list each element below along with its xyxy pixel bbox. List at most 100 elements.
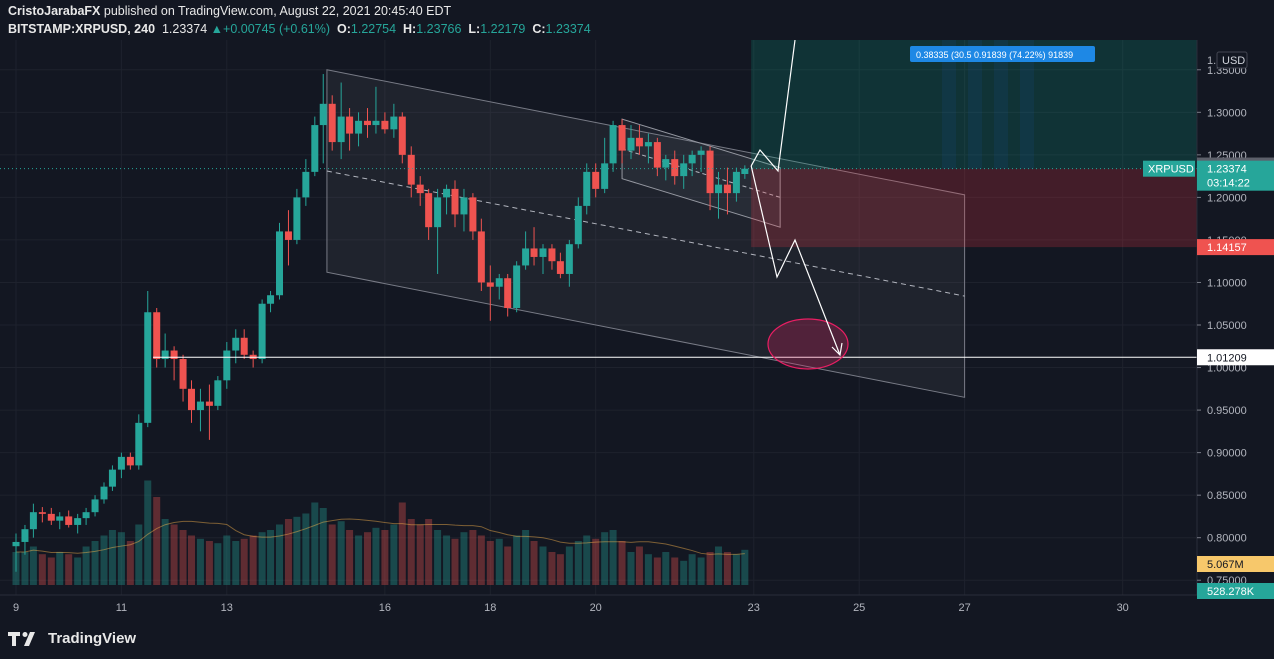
volume-bar [144, 480, 152, 585]
time-tick-label: 25 [853, 602, 865, 614]
volume-bar [627, 552, 635, 585]
price-chart[interactable]: 0.38335 (30.5 0.91839 (74.22%) 91839 1.3… [0, 40, 1274, 625]
tradingview-logo[interactable]: TradingView [8, 630, 136, 647]
volume-bar [311, 502, 319, 585]
candle-body [627, 137, 635, 151]
chart-background [0, 40, 1274, 625]
volume-bar [65, 554, 73, 585]
volume-ma-line [16, 518, 745, 555]
price-tick-label: 1.00000 [1207, 363, 1247, 375]
candle-body [451, 188, 459, 215]
volume-bar [276, 524, 283, 585]
candle-body [258, 303, 266, 360]
position-label: 0.38335 (30.5 0.91839 (74.22%) 91839 [910, 46, 1095, 62]
symbol-label[interactable]: BITSTAMP:XRPUSD, 240 [8, 22, 156, 36]
volume-bar [161, 519, 169, 585]
volume-bar [451, 538, 459, 585]
candle-body [635, 137, 643, 147]
candle-body [434, 197, 442, 228]
candle-body [671, 159, 679, 177]
volume-bar [671, 557, 679, 585]
volume-tag-label: 528.278K [1207, 586, 1255, 598]
candle-body [653, 142, 661, 168]
time-tick-label: 27 [958, 602, 970, 614]
volume-bar [680, 560, 688, 585]
volume-bar [82, 546, 90, 585]
candle-body [486, 282, 494, 287]
candle-body [741, 168, 749, 174]
open-value: 1.22754 [350, 22, 397, 36]
volume-bar [100, 535, 108, 585]
volume-bar [214, 543, 222, 585]
countdown-label: 03:14:22 [1207, 178, 1250, 190]
currency-button [1216, 51, 1248, 69]
price-tag-label: 1.14157 [1207, 242, 1247, 254]
volume-bar [688, 554, 696, 585]
price-axis: 1.350001.300001.250001.200001.150001.100… [1143, 40, 1274, 625]
candle-body [372, 120, 380, 126]
candle-body [74, 518, 82, 525]
volume-bar [601, 532, 609, 585]
position-label-box [910, 46, 1095, 62]
volume-bar [714, 546, 722, 585]
candle-body [337, 116, 345, 143]
volume-bar [443, 535, 451, 585]
last-price-tag: 1.23374 03:14:22 XRPUSD [1143, 160, 1274, 191]
candle-body [460, 197, 468, 215]
close-label: C: [532, 22, 546, 36]
volume-bar [108, 530, 116, 585]
candle-body [592, 171, 600, 189]
open-label: O: [337, 22, 351, 36]
volume-bar [47, 557, 55, 585]
candle-body [601, 163, 609, 189]
candle-body [469, 197, 477, 232]
author-name[interactable]: CristoJarabaFX [8, 4, 101, 18]
volume-bars [12, 480, 749, 585]
candle-body [205, 401, 213, 406]
target-zone-stripe [968, 40, 982, 169]
volume-tag: 5.067M [1197, 556, 1274, 572]
candle-body [556, 261, 564, 274]
volume-bar [609, 530, 617, 585]
up-arrow-icon: ▲ [210, 22, 224, 36]
time-tick-label: 13 [221, 602, 233, 614]
candle-body [618, 125, 626, 151]
candles [12, 74, 749, 572]
candle-body [714, 184, 722, 194]
volume-bar [346, 530, 354, 585]
candle-body [732, 171, 740, 194]
target-zone-stripe [1020, 40, 1034, 169]
candle-body [688, 154, 696, 164]
volume-bar [240, 538, 248, 585]
last-price: 1.23374 [161, 22, 208, 36]
candle-body [425, 193, 433, 228]
candle-body [223, 350, 231, 381]
volume-bar [513, 535, 521, 585]
volume-bar [381, 530, 389, 585]
candle-body [108, 469, 116, 487]
volume-bar [74, 557, 82, 585]
volume-bar [196, 538, 204, 585]
candle-body [100, 486, 108, 500]
candle-body [240, 337, 248, 355]
close-value: 1.23374 [545, 22, 591, 36]
volume-bar [504, 546, 512, 585]
candle-body [126, 456, 134, 466]
stop-zone [751, 168, 1197, 248]
volume-bar [583, 535, 591, 585]
volume-bar [556, 554, 564, 585]
volume-bar [723, 552, 731, 585]
volume-bar [258, 532, 266, 585]
symbol-tag-box [1143, 160, 1195, 177]
volume-bar [592, 538, 600, 585]
ohlc-legend: BITSTAMP:XRPUSD, 240 1.23374 ▲+0.00745 (… [8, 22, 591, 36]
axis-background [1197, 40, 1274, 625]
candle-body [381, 120, 389, 130]
volume-bar [565, 546, 573, 585]
price-tag: 1.14157 [1197, 239, 1274, 256]
position-label-text: 0.38335 (30.5 0.91839 (74.22%) 91839 [916, 50, 1073, 60]
candle-body [548, 248, 556, 262]
price-tag-box [1197, 160, 1274, 191]
volume-bar [574, 541, 582, 585]
target-ellipse [767, 318, 849, 370]
